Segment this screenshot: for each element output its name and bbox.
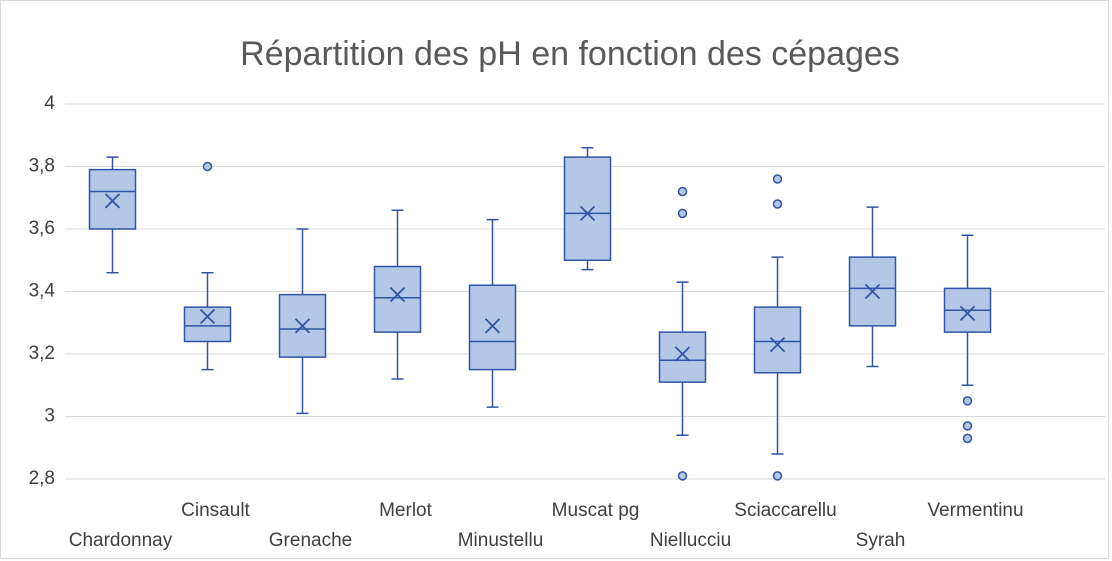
x-tick-label: Chardonnay — [69, 530, 173, 551]
box — [468, 284, 517, 371]
y-tick-label: 3,4 — [29, 281, 56, 302]
outlier — [962, 433, 973, 444]
mean-marker — [579, 205, 596, 222]
x-tick-label: Merlot — [379, 500, 433, 521]
mean-marker — [864, 283, 881, 300]
x-tick-label: Minustellu — [458, 530, 544, 551]
outlier — [677, 208, 688, 219]
x-tick-label: Muscat pg — [552, 500, 640, 521]
y-tick-label: 3,2 — [29, 343, 55, 364]
x-tick-label: Cinsault — [181, 500, 250, 521]
outlier — [202, 161, 213, 172]
y-tick-label: 2,8 — [29, 468, 55, 489]
y-tick-label: 3,6 — [29, 218, 55, 239]
mean-marker — [389, 286, 406, 303]
outlier — [772, 199, 783, 209]
outlier — [677, 186, 688, 197]
box — [183, 306, 232, 343]
y-tick-label: 4 — [44, 93, 55, 114]
box — [373, 265, 422, 333]
outlier — [677, 471, 688, 481]
box — [753, 306, 802, 374]
mean-marker — [294, 318, 311, 334]
mean-marker — [959, 305, 976, 322]
outlier — [772, 174, 783, 184]
x-tick-label: Syrah — [856, 530, 906, 551]
outlier — [772, 471, 783, 481]
x-tick-label: Sciaccarellu — [734, 500, 836, 521]
x-tick-label: Grenache — [269, 530, 352, 551]
outlier — [962, 421, 973, 431]
mean-marker — [104, 193, 121, 209]
mean-marker — [199, 308, 216, 325]
y-tick-label: 3 — [44, 406, 55, 427]
y-tick-label: 3,8 — [29, 156, 55, 177]
mean-marker — [674, 346, 691, 362]
outlier — [962, 396, 973, 406]
box — [563, 156, 612, 261]
x-tick-label: Vermentinu — [927, 500, 1023, 521]
chart-title: Répartition des pH en fonction des cépag… — [240, 35, 900, 73]
box — [658, 331, 707, 383]
mean-marker — [769, 336, 786, 353]
box — [88, 168, 137, 230]
mean-marker — [484, 318, 501, 334]
x-tick-label: Niellucciu — [650, 530, 731, 551]
